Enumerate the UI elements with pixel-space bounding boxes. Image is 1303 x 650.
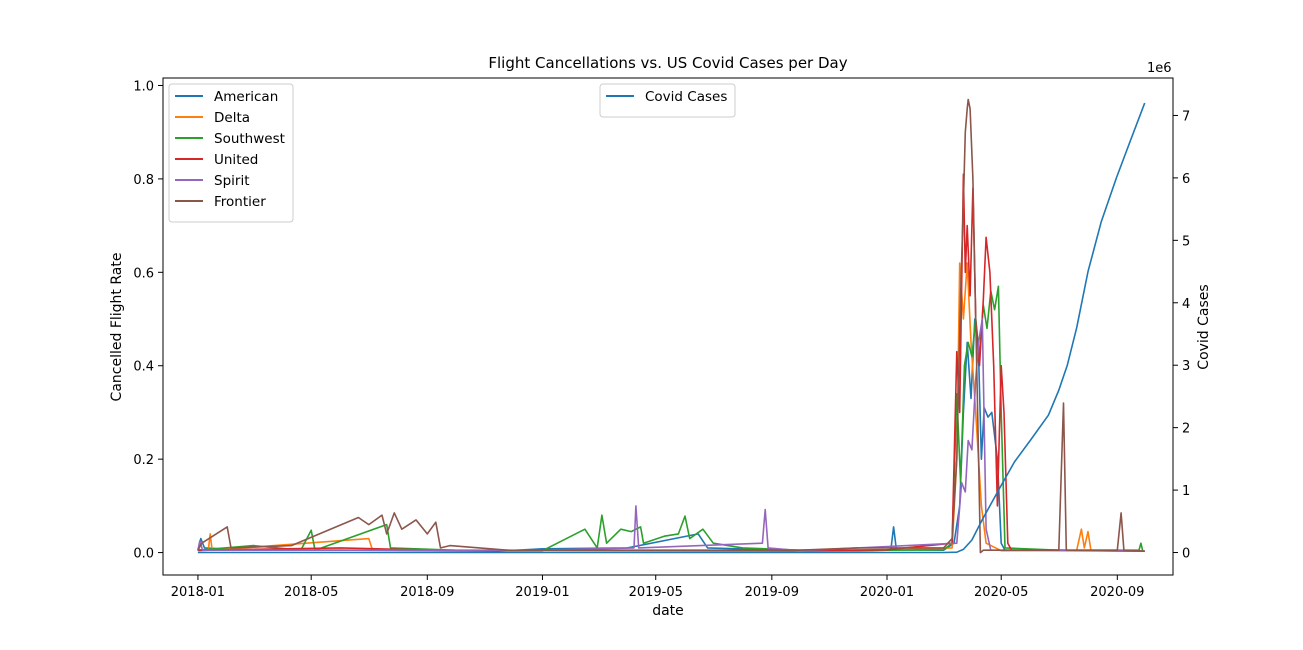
y-tick-label: 0.4 [133,360,154,375]
x-tick-label: 2019-09 [745,585,799,600]
y2-tick-label: 7 [1182,109,1190,124]
y-tick-label: 1.0 [133,79,154,94]
plot-frame [162,77,1174,576]
y-tick-label: 0.6 [133,266,154,281]
x-tick-label: 2018-05 [284,585,338,600]
legend-box [168,83,294,223]
series-line-united [197,173,1145,552]
y2-axis-label: Covid Cases [1196,284,1212,369]
y-axis-right: 0 1 2 3 4 5 6 7 [1173,109,1190,562]
legend-box [599,83,736,118]
y2-tick-label: 1 [1182,484,1190,499]
y2-tick-label: 5 [1182,234,1190,249]
legend-label: United [214,152,258,168]
series-line-spirit [197,318,1145,552]
y-tick-label: 0.8 [133,173,154,188]
y2-tick-label: 2 [1182,422,1190,437]
x-tick-label: 2020-01 [860,585,914,600]
x-tick-label: 2020-09 [1090,585,1144,600]
x-axis: 2018-01 2018-05 2018-09 2019-01 2019-05 2019-… [171,575,1144,600]
legend-airlines: American Delta Southwest United Spirit Fronti… [168,83,294,223]
chart-title: Flight Cancellations vs. US Covid Cases … [488,54,847,72]
y2-tick-label: 4 [1182,297,1190,312]
x-tick-label: 2018-01 [171,585,225,600]
y-tick-label: 0.2 [133,453,154,468]
legend-label: Spirit [214,173,249,189]
x-tick-label: 2020-05 [974,585,1028,600]
x-tick-label: 2018-09 [400,585,454,600]
series-layer [197,98,1146,554]
y2-offset-text: 1e6 [1147,61,1172,76]
series-line-frontier [197,98,1145,554]
series-line-covid-cases [197,102,1146,554]
series-line-american [197,318,1145,552]
x-axis-label: date [652,603,684,619]
y-axis-label: Cancelled Flight Rate [109,253,125,402]
series-line-southwest [197,285,1144,552]
x-tick-label: 2019-01 [515,585,569,600]
y2-tick-label: 0 [1182,547,1190,562]
legend-label: American [214,89,278,105]
legend-covid: Covid Cases [599,83,736,118]
series-line-delta [197,262,1145,552]
legend-label: Frontier [214,194,266,210]
y-axis-left: 0.0 0.2 0.4 0.6 0.8 1.0 [133,79,163,562]
y2-tick-label: 3 [1182,359,1190,374]
legend-label: Covid Cases [645,89,727,105]
legend-label: Delta [214,110,250,126]
y2-tick-label: 6 [1182,172,1190,187]
x-tick-label: 2019-05 [629,585,683,600]
legend-label: Southwest [214,131,285,147]
y-tick-label: 0.0 [133,547,154,562]
